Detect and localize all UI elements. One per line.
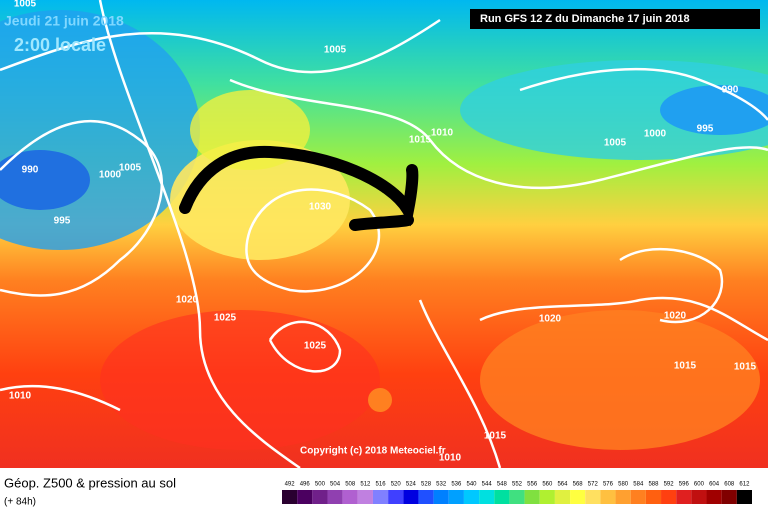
scale-label: 596 — [679, 482, 690, 488]
scale-label: 496 — [300, 482, 311, 488]
isobar-label: 1000 — [644, 129, 667, 140]
isobar-label: 1005 — [604, 138, 627, 149]
isobar-label: 1015 — [409, 135, 432, 146]
scale-label: 532 — [436, 482, 447, 488]
scale-swatch — [645, 490, 662, 504]
run-box — [470, 9, 760, 29]
scale-swatch — [448, 490, 464, 504]
scale-swatch — [585, 490, 601, 504]
isobar-label: 1020 — [664, 311, 687, 322]
scale-label: 500 — [315, 482, 326, 488]
isobar-label: 995 — [697, 124, 714, 135]
scale-swatch — [357, 490, 373, 504]
scale-swatch — [691, 490, 707, 504]
scale-swatch — [463, 490, 480, 504]
scale-label: 536 — [451, 482, 462, 488]
scale-swatch — [600, 490, 616, 504]
scale-swatch — [661, 490, 677, 504]
scale-swatch — [479, 490, 495, 504]
scale-swatch — [342, 490, 358, 504]
isobar-label: 1015 — [734, 362, 757, 373]
scale-label: 552 — [512, 482, 523, 488]
scale-swatch — [736, 490, 752, 504]
isobar-label: 1000 — [99, 170, 122, 181]
scale-swatch — [554, 490, 571, 504]
scale-label: 608 — [724, 482, 735, 488]
time: 2:00 locale — [14, 35, 106, 55]
scale-swatch — [706, 490, 722, 504]
isobar-label: 1025 — [304, 341, 327, 352]
isobar-label: 1005 — [119, 163, 142, 174]
annotation-arrow — [179, 145, 419, 231]
scale-label: 516 — [376, 482, 387, 488]
scale-label: 568 — [573, 482, 584, 488]
isobar-label: 1025 — [214, 313, 237, 324]
scale-label: 604 — [709, 482, 720, 488]
isobar-label: 1015 — [484, 431, 507, 442]
scale-label: 508 — [345, 482, 356, 488]
scale-swatch — [539, 490, 555, 504]
isobar-label: 995 — [54, 216, 71, 227]
isobar-label: 1015 — [674, 361, 697, 372]
scale-label: 572 — [588, 482, 599, 488]
scale-label: 492 — [285, 482, 296, 488]
scale-label: 576 — [603, 482, 614, 488]
isobar-label: 990 — [722, 85, 739, 96]
scale-swatch — [372, 490, 389, 504]
date: Jeudi 21 juin 2018 — [4, 13, 124, 29]
scale-swatch — [418, 490, 434, 504]
scale-label: 560 — [542, 482, 553, 488]
scale-swatch — [524, 490, 540, 504]
scale-label: 540 — [467, 482, 478, 488]
scale-swatch — [433, 490, 449, 504]
scale-swatch — [721, 490, 737, 504]
isobar-label: 1020 — [176, 295, 199, 306]
isobar-label: 1010 — [9, 391, 32, 402]
isobar-label: 1010 — [431, 128, 454, 139]
scale-label: 520 — [391, 482, 402, 488]
scale-label: 564 — [557, 482, 568, 488]
scale-label: 524 — [406, 482, 417, 488]
isobar-label: 1020 — [539, 314, 562, 325]
scale-swatch — [676, 490, 692, 504]
scale-label: 580 — [618, 482, 629, 488]
scale-swatch — [327, 490, 343, 504]
scale-swatch — [403, 490, 419, 504]
scale-label: 512 — [360, 482, 371, 488]
scale-swatch — [509, 490, 525, 504]
scale-swatch — [630, 490, 646, 504]
footer-title: Géop. Z500 & pression au sol — [4, 475, 176, 490]
isobar-label: 1005 — [14, 0, 37, 10]
scale-swatch — [615, 490, 631, 504]
scale-label: 544 — [482, 482, 493, 488]
scale-swatch — [388, 490, 404, 504]
scale-label: 600 — [694, 482, 705, 488]
isobar-label: 1010 — [439, 453, 462, 464]
run: Run GFS 12 Z du Dimanche 17 juin 2018 — [480, 13, 690, 25]
scale-label: 584 — [633, 482, 644, 488]
color-scale: 492 496 500 504 508 512 516 520 524 528 532 536 540 5… — [282, 482, 752, 504]
scale-swatch — [570, 490, 586, 504]
scale-swatch — [282, 490, 298, 504]
scale-swatch — [297, 490, 313, 504]
isobar-label: 990 — [22, 165, 39, 176]
scale-label: 556 — [527, 482, 538, 488]
scale-swatch — [494, 490, 510, 504]
isobar-label: 1005 — [324, 45, 347, 56]
copyright: Copyright (c) 2018 Meteociel.fr — [300, 446, 446, 457]
isobars — [0, 0, 768, 468]
scale-label: 528 — [421, 482, 432, 488]
isobar-label: 1030 — [309, 202, 332, 213]
footer-lead: (+ 84h) — [4, 497, 36, 508]
scale-label: 548 — [497, 482, 508, 488]
scale-label: 504 — [330, 482, 341, 488]
scale-label: 592 — [664, 482, 675, 488]
scale-label: 612 — [739, 482, 750, 488]
scale-swatch — [312, 490, 328, 504]
scale-label: 588 — [648, 482, 659, 488]
